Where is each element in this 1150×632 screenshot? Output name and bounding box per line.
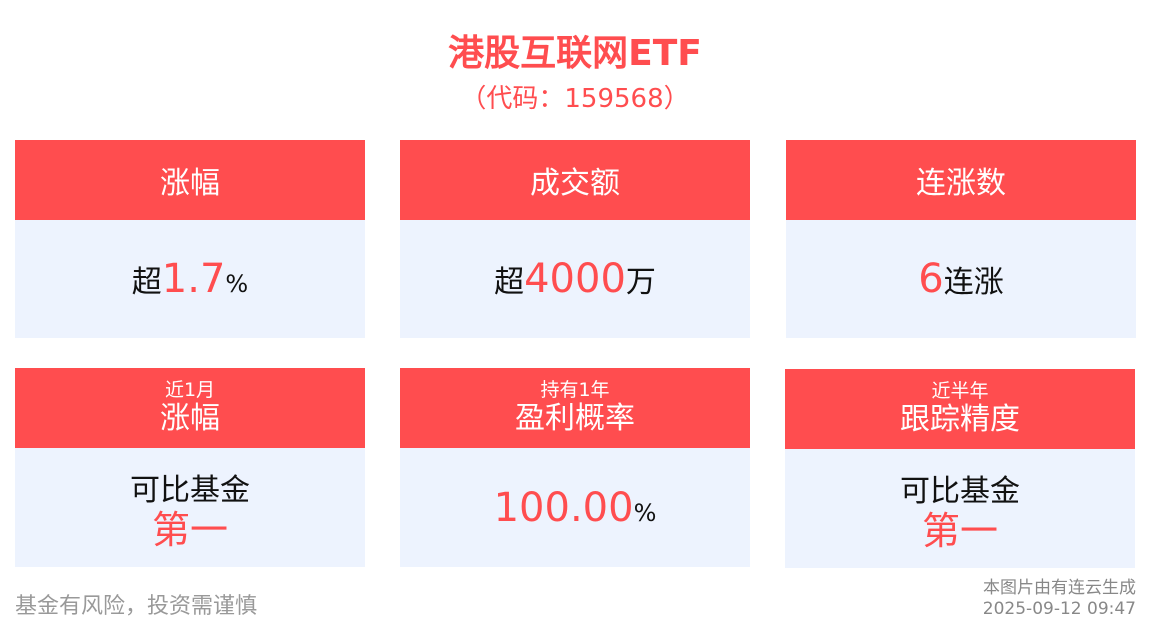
prefix: 超	[131, 265, 162, 300]
suffix: %	[225, 270, 249, 298]
card-turnover: 成交额 超4000万	[400, 140, 750, 338]
fund-code: （代码：159568）	[460, 84, 690, 114]
line1: 可比基金	[130, 472, 250, 508]
card-header: 盈利概率	[515, 401, 635, 436]
card-subheader: 近1月	[164, 379, 216, 401]
value: 100.00	[493, 484, 634, 531]
card-change: 涨幅 超1.7%	[15, 140, 365, 338]
source-note: 本图片由有连云生成 2025-09-12 09:47	[983, 578, 1136, 620]
source-text: 本图片由有连云生成	[983, 578, 1136, 598]
card-tracking-accuracy: 近半年 跟踪精度 可比基金 第一	[785, 369, 1135, 568]
timestamp: 2025-09-12 09:47	[982, 599, 1136, 619]
card-month-change: 近1月 涨幅 可比基金 第一	[15, 368, 365, 567]
card-profit-probability: 持有1年 盈利概率 100.00%	[400, 368, 750, 567]
card-header: 连涨数	[916, 166, 1006, 201]
card-streak: 连涨数 6连涨	[786, 140, 1136, 338]
value: 4000	[524, 256, 626, 302]
card-header: 涨幅	[160, 401, 220, 436]
card-header: 跟踪精度	[900, 402, 1020, 437]
fund-title: 港股互联网ETF	[448, 33, 702, 74]
line1: 可比基金	[900, 473, 1020, 509]
suffix: %	[633, 498, 657, 527]
line2: 第一	[921, 508, 998, 553]
card-subheader: 持有1年	[540, 379, 610, 401]
card-header: 成交额	[530, 166, 620, 201]
card-header: 涨幅	[160, 166, 220, 201]
suffix: 连涨	[943, 265, 1004, 300]
suffix: 万	[625, 265, 656, 300]
line2: 第一	[151, 507, 228, 552]
value: 6	[918, 256, 944, 302]
prefix: 超	[494, 265, 525, 300]
value: 1.7	[161, 256, 226, 302]
risk-disclaimer: 基金有风险，投资需谨慎	[15, 594, 258, 619]
card-subheader: 近半年	[931, 380, 989, 402]
